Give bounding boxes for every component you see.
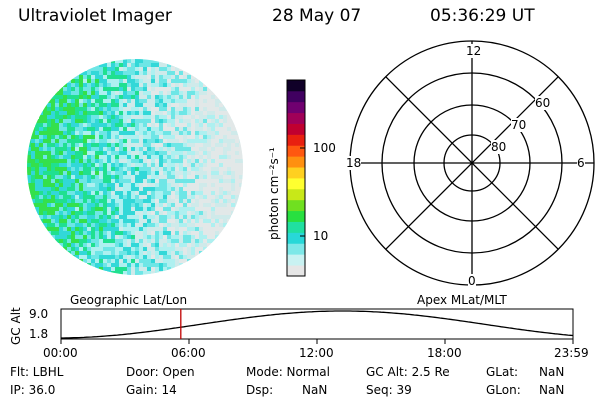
- mode-readout: Mode: Normal: [246, 365, 330, 379]
- altitude-tick-max: 9.0: [29, 307, 49, 321]
- colorbar-segment: [287, 167, 305, 179]
- glon-readout-value: NaN: [539, 383, 565, 397]
- mlt-label-12: 12: [466, 44, 482, 58]
- colorbar-segment: [287, 80, 305, 92]
- app-title: Ultraviolet Imager: [18, 6, 172, 26]
- seq-readout: Seq: 39: [366, 383, 412, 397]
- colorbar: [287, 80, 305, 277]
- time-label: 05:36:29 UT: [430, 6, 535, 26]
- time-tick-2359: 23:59: [554, 346, 589, 360]
- colorbar-segment: [287, 199, 305, 212]
- altitude-curve: [61, 310, 574, 339]
- gain-readout: Gain: 14: [126, 383, 177, 397]
- colorbar-segment: [287, 145, 305, 157]
- colorbar-segment: [287, 210, 305, 222]
- colorbar-segment: [287, 123, 305, 135]
- colorbar-segment: [287, 232, 305, 244]
- colorbar-label-10: 10: [313, 229, 329, 243]
- colorbar-segment: [287, 188, 305, 201]
- polar-plot: [349, 40, 595, 286]
- gc-alt-readout: GC Alt: 2.5 Re: [366, 365, 450, 379]
- glon-readout-label: GLon:: [486, 383, 521, 397]
- date-label: 28 May 07: [272, 6, 362, 26]
- dsp-readout-label: Dsp:: [246, 383, 274, 397]
- colorbar-segment: [287, 90, 305, 103]
- filter-readout: Flt: LBHL: [10, 365, 64, 379]
- colorbar-segment: [287, 101, 305, 114]
- time-tick-0600: 06:00: [171, 346, 206, 360]
- colorbar-segment: [287, 265, 305, 277]
- ip-readout: IP: 36.0: [10, 383, 56, 397]
- altitude-axis-label: GC Alt: [9, 307, 23, 345]
- time-tick-0000: 00:00: [43, 346, 78, 360]
- time-tick-1200: 12:00: [299, 346, 334, 360]
- altitude-tick-min: 1.8: [29, 327, 49, 341]
- mlat-label-70: 70: [511, 118, 527, 132]
- colorbar-segment: [287, 112, 305, 124]
- altitude-plot-frame: [60, 308, 574, 340]
- dsp-readout-value: NaN: [302, 383, 328, 397]
- mlt-label-0: 0: [468, 274, 476, 288]
- colorbar-frame: [286, 79, 306, 277]
- colorbar-segment: [287, 134, 305, 146]
- mlat-label-60: 60: [535, 96, 551, 110]
- colorbar-segment: [287, 156, 305, 168]
- time-tick-1800: 18:00: [427, 346, 462, 360]
- glat-readout-value: NaN: [539, 365, 565, 379]
- geographic-projection-label: Geographic Lat/Lon: [70, 293, 188, 307]
- apex-projection-label: Apex MLat/MLT: [417, 293, 507, 307]
- mlat-label-80: 80: [491, 140, 507, 154]
- mlt-label-18: 18: [346, 156, 362, 170]
- uv-image-globe: [27, 59, 243, 275]
- colorbar-label-100: 100: [313, 141, 336, 155]
- door-readout: Door: Open: [126, 365, 195, 379]
- colorbar-segment: [287, 243, 305, 255]
- colorbar-unit-label: photon cm⁻²s⁻¹: [267, 147, 281, 240]
- altitude-x-ticks: [60, 339, 574, 344]
- mlt-label-6: 6: [577, 156, 585, 170]
- glat-readout-label: GLat:: [486, 365, 519, 379]
- colorbar-segment: [287, 254, 305, 266]
- colorbar-segment: [287, 178, 305, 190]
- colorbar-segment: [287, 221, 305, 233]
